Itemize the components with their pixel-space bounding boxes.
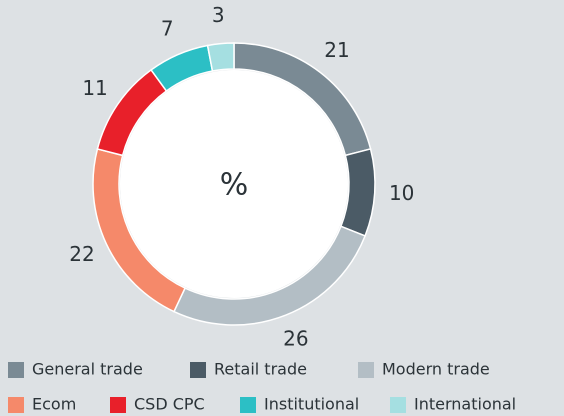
legend-swatch — [190, 362, 206, 378]
donut-segment — [206, 42, 235, 72]
legend-label: Retail trade — [214, 360, 307, 379]
legend-label: General trade — [32, 360, 143, 379]
data-label: 10 — [389, 181, 414, 205]
legend-swatch — [358, 362, 374, 378]
center-label: % — [220, 168, 249, 203]
legend-label: Institutional — [264, 395, 359, 414]
legend-label: International — [414, 395, 516, 414]
legend-label: Ecom — [32, 395, 76, 414]
data-label: 22 — [69, 242, 94, 266]
legend-swatch — [8, 397, 24, 413]
legend-swatch — [110, 397, 126, 413]
legend-swatch — [240, 397, 256, 413]
data-label: 26 — [283, 327, 308, 351]
legend-swatch — [390, 397, 406, 413]
legend-label: CSD CPC — [134, 395, 205, 414]
data-label: 11 — [82, 76, 107, 100]
data-label: 21 — [324, 38, 349, 62]
legend-label: Modern trade — [382, 360, 490, 379]
data-label: 7 — [161, 16, 174, 40]
data-label: 3 — [212, 3, 225, 27]
legend-swatch — [8, 362, 24, 378]
donut-hole — [120, 70, 348, 298]
